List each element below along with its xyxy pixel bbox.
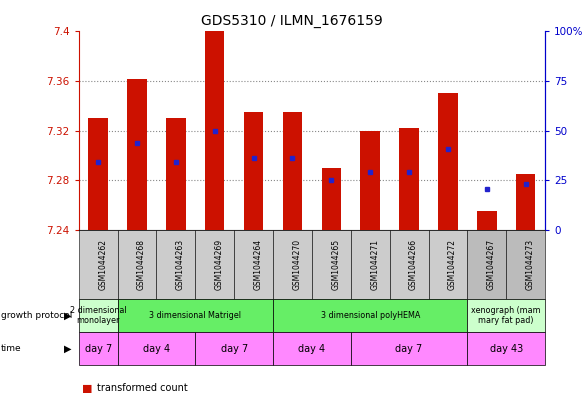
Text: xenograph (mam
mary fat pad): xenograph (mam mary fat pad): [472, 306, 541, 325]
Text: GSM1044267: GSM1044267: [487, 239, 496, 290]
Text: ▶: ▶: [65, 344, 72, 354]
Text: GSM1044269: GSM1044269: [215, 239, 224, 290]
Text: day 7: day 7: [220, 344, 248, 354]
Text: GSM1044266: GSM1044266: [409, 239, 418, 290]
Bar: [360, 131, 380, 230]
Bar: [322, 168, 341, 230]
Text: time: time: [1, 344, 21, 353]
Text: GSM1044273: GSM1044273: [526, 239, 535, 290]
Bar: [127, 79, 147, 230]
Text: GSM1044262: GSM1044262: [98, 239, 107, 290]
Text: 3 dimensional Matrigel: 3 dimensional Matrigel: [149, 311, 241, 320]
Text: ▶: ▶: [65, 310, 72, 320]
Bar: [399, 128, 419, 230]
Text: day 43: day 43: [490, 344, 523, 354]
Text: 2 dimensional
monolayer: 2 dimensional monolayer: [70, 306, 127, 325]
Text: transformed count: transformed count: [97, 383, 188, 393]
Bar: [477, 211, 497, 230]
Text: growth protocol: growth protocol: [1, 311, 72, 320]
Bar: [283, 112, 302, 230]
Text: ■: ■: [82, 383, 92, 393]
Text: day 7: day 7: [85, 344, 112, 354]
Text: GSM1044270: GSM1044270: [293, 239, 301, 290]
Text: GDS5310 / ILMN_1676159: GDS5310 / ILMN_1676159: [201, 14, 382, 28]
Bar: [516, 174, 535, 230]
Bar: [166, 118, 185, 230]
Text: 3 dimensional polyHEMA: 3 dimensional polyHEMA: [321, 311, 420, 320]
Text: day 7: day 7: [395, 344, 423, 354]
Text: GSM1044271: GSM1044271: [370, 239, 379, 290]
Text: day 4: day 4: [298, 344, 325, 354]
Text: GSM1044272: GSM1044272: [448, 239, 457, 290]
Bar: [438, 94, 458, 230]
Text: GSM1044265: GSM1044265: [331, 239, 340, 290]
Text: day 4: day 4: [143, 344, 170, 354]
Text: GSM1044263: GSM1044263: [176, 239, 185, 290]
Bar: [89, 118, 108, 230]
Text: GSM1044268: GSM1044268: [137, 239, 146, 290]
Text: GSM1044264: GSM1044264: [254, 239, 262, 290]
Bar: [205, 31, 224, 230]
Bar: [244, 112, 264, 230]
